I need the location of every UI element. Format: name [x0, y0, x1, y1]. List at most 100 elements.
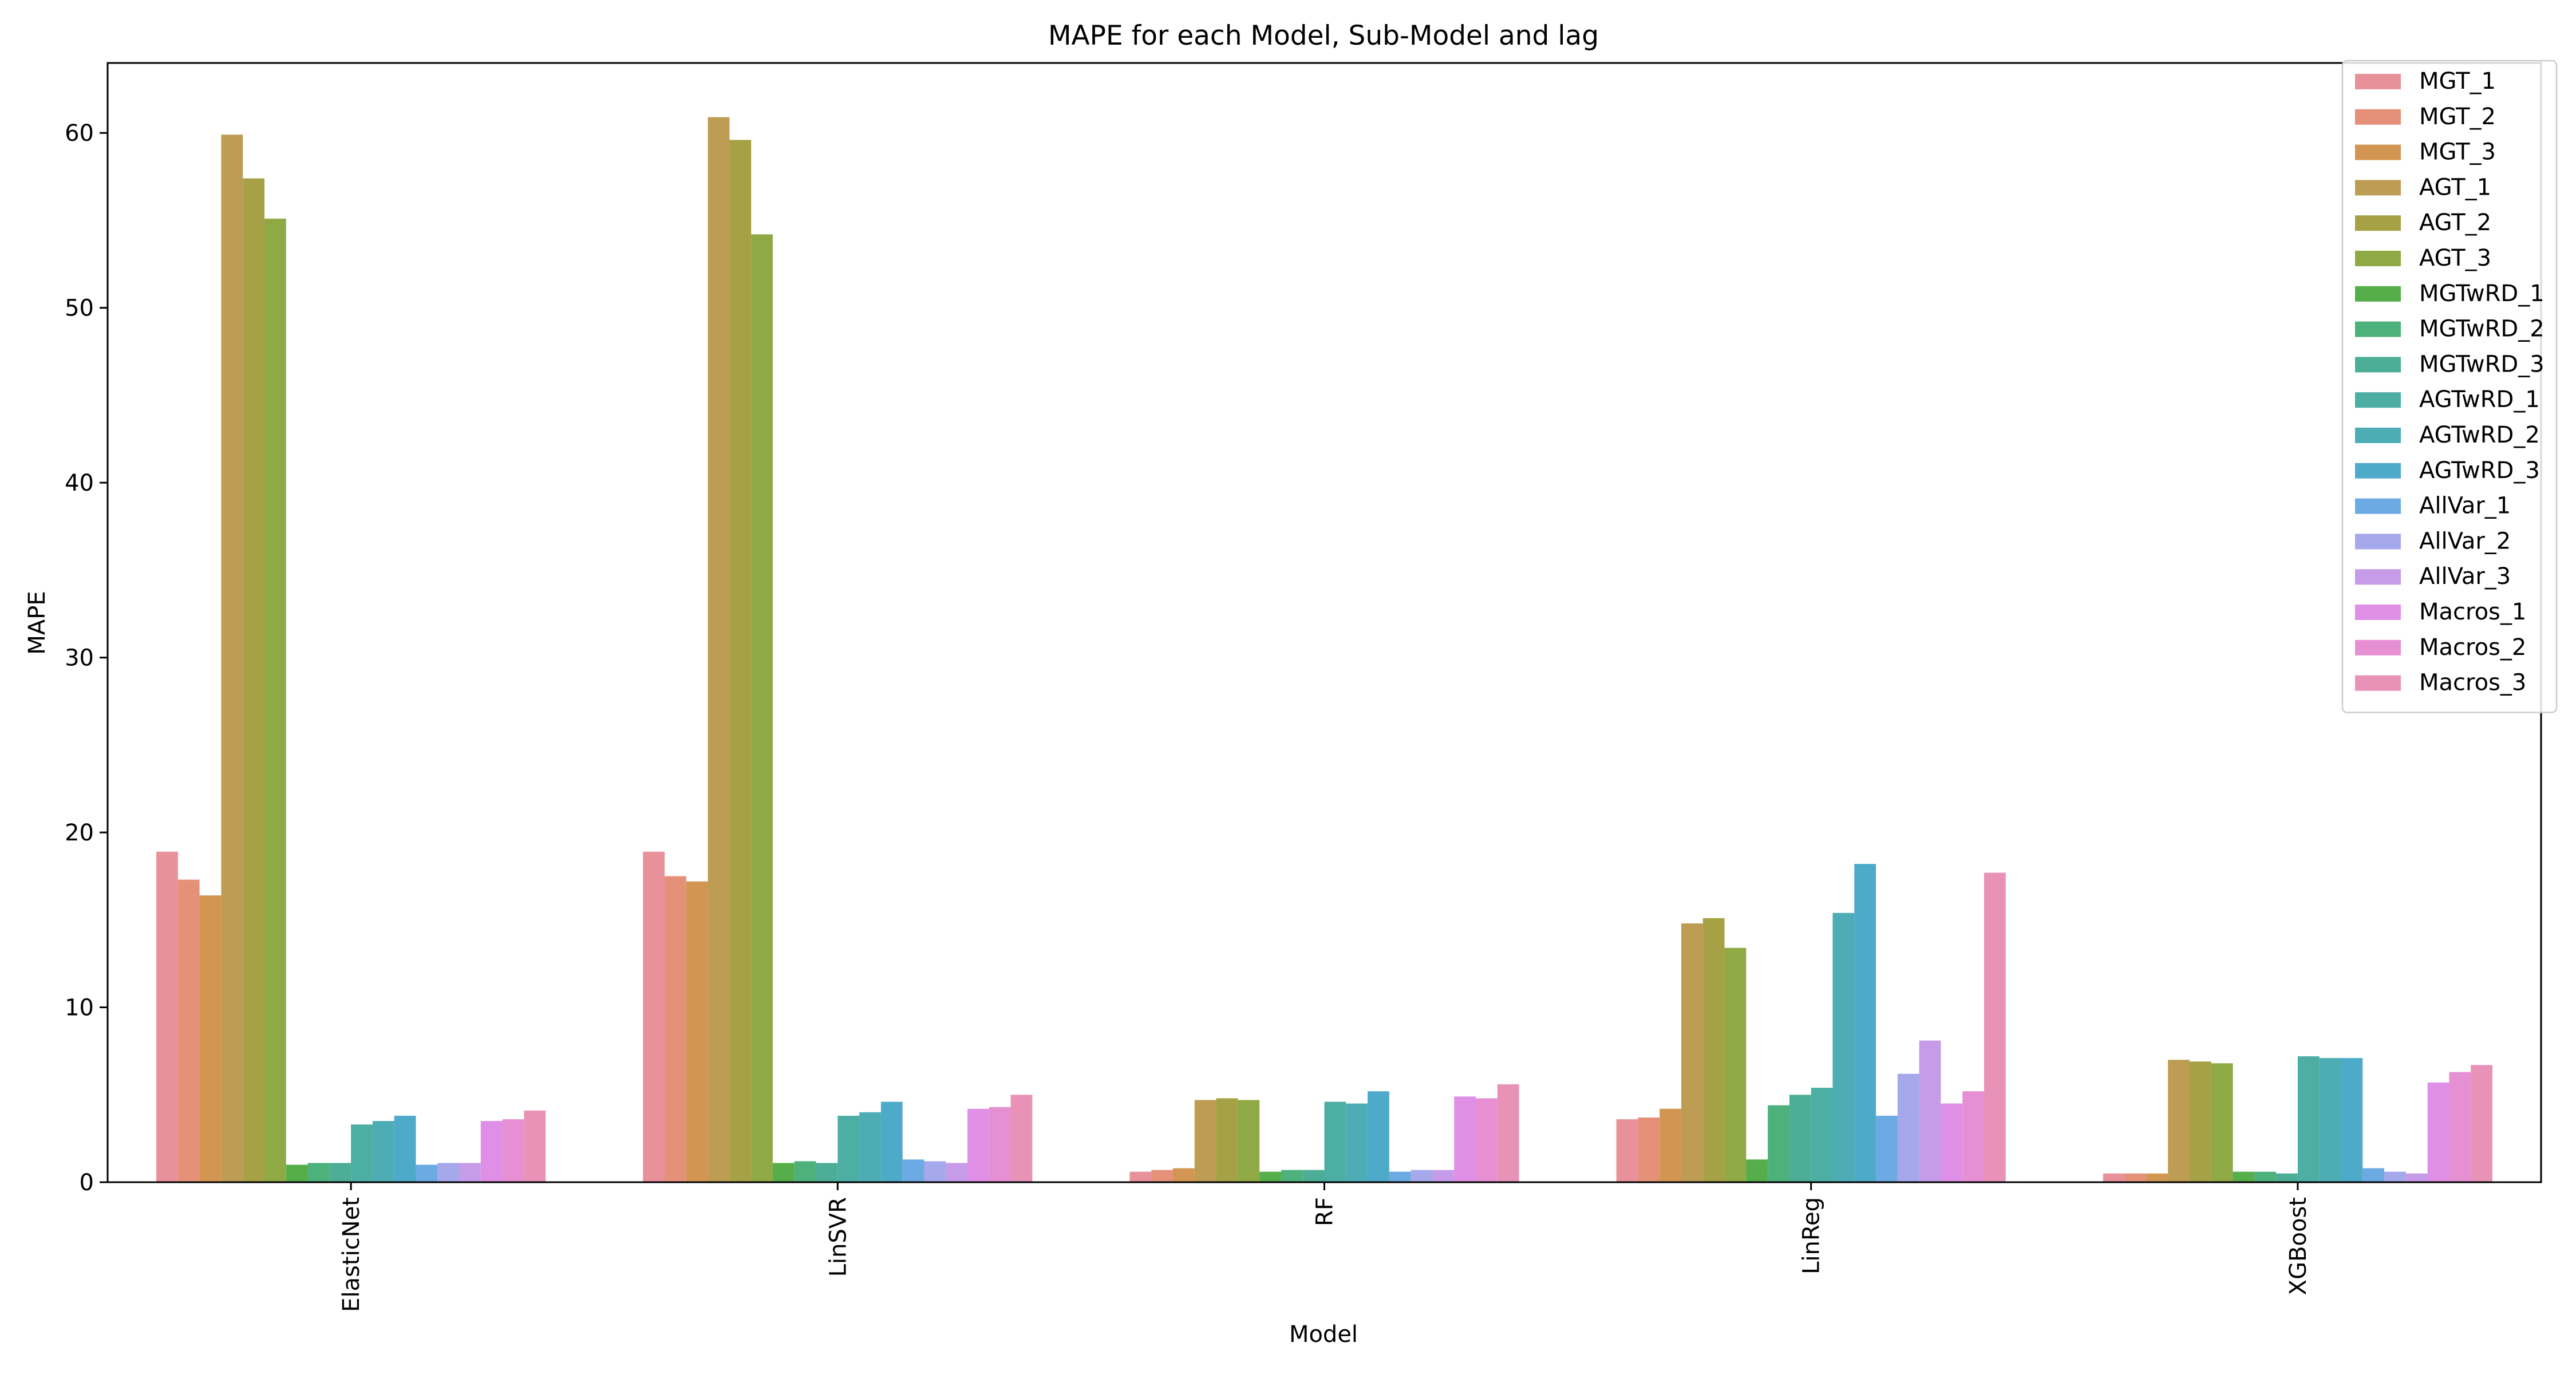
legend-label-AGTwRD_2: AGTwRD_2 — [2419, 422, 2540, 448]
legend-swatch-Macros_3 — [2355, 675, 2401, 691]
bar-XGBoost-AGTwRD_2 — [2319, 1058, 2341, 1182]
bar-LinSVR-MGT_2 — [665, 876, 686, 1182]
bar-LinSVR-AGTwRD_1 — [837, 1115, 860, 1182]
bar-LinReg-AGTwRD_3 — [1854, 864, 1876, 1182]
bar-LinReg-MGT_2 — [1638, 1117, 1660, 1182]
bar-RF-MGTwRD_2 — [1281, 1170, 1303, 1182]
bar-XGBoost-AGT_2 — [2189, 1061, 2211, 1182]
bar-XGBoost-Macros_1 — [2427, 1082, 2449, 1182]
bar-LinSVR-AGTwRD_2 — [859, 1112, 881, 1182]
bar-LinSVR-AGTwRD_3 — [880, 1101, 903, 1182]
bar-LinSVR-AllVar_1 — [902, 1159, 924, 1182]
bar-LinReg-AllVar_3 — [1919, 1040, 1941, 1182]
bar-XGBoost-MGTwRD_2 — [2254, 1171, 2277, 1182]
bar-RF-AGT_1 — [1194, 1100, 1216, 1182]
bar-LinSVR-AGT_1 — [708, 117, 730, 1183]
x-axis-label: Model — [1289, 1321, 1358, 1348]
bar-XGBoost-AGTwRD_3 — [2341, 1058, 2363, 1182]
legend: MGT_1 MGT_2 MGT_3 AGT_1 AGT_2 AGT_3 MGTwRD_1 MG… — [2341, 60, 2558, 713]
bar-LinReg-AGT_2 — [1702, 918, 1725, 1182]
bar-LinSVR-AGT_3 — [751, 234, 773, 1182]
bar-LinSVR-AllVar_2 — [924, 1161, 946, 1182]
bar-ElasticNet-MGTwRD_1 — [286, 1164, 308, 1182]
bar-ElasticNet-MGT_1 — [156, 851, 178, 1182]
bar-LinReg-AGTwRD_1 — [1811, 1088, 1833, 1182]
legend-swatch-AllVar_1 — [2355, 498, 2401, 514]
x-tick-label: XGBoost — [2285, 1197, 2312, 1295]
bar-RF-AGT_3 — [1238, 1100, 1260, 1182]
bar-LinSVR-MGT_1 — [643, 851, 665, 1182]
bar-RF-MGT_1 — [1129, 1171, 1152, 1182]
bar-ElasticNet-AllVar_3 — [459, 1163, 481, 1182]
bar-LinSVR-MGT_3 — [686, 881, 708, 1182]
legend-label-MGTwRD_2: MGTwRD_2 — [2419, 316, 2545, 342]
legend-label-MGTwRD_1: MGTwRD_1 — [2419, 281, 2545, 307]
bars-layer — [156, 117, 2492, 1183]
bar-ElasticNet-MGT_3 — [199, 895, 222, 1182]
y-axis-label: MAPE — [24, 591, 50, 654]
legend-swatch-AGTwRD_1 — [2355, 392, 2401, 408]
bar-XGBoost-AllVar_1 — [2362, 1168, 2385, 1182]
legend-label-AGT_1: AGT_1 — [2419, 174, 2491, 200]
legend-swatch-MGTwRD_2 — [2355, 321, 2401, 337]
bar-RF-AllVar_1 — [1389, 1171, 1411, 1182]
bar-LinReg-Macros_1 — [1941, 1103, 1963, 1182]
bar-ElasticNet-AllVar_2 — [437, 1163, 460, 1182]
bar-RF-MGT_3 — [1172, 1168, 1195, 1182]
bar-LinReg-MGT_1 — [1616, 1119, 1638, 1182]
bar-LinReg-AGTwRD_2 — [1832, 913, 1855, 1182]
legend-label-MGT_1: MGT_1 — [2419, 68, 2496, 94]
bar-XGBoost-MGT_3 — [2146, 1173, 2168, 1182]
legend-swatch-MGTwRD_3 — [2355, 357, 2401, 373]
bar-LinSVR-MGTwRD_2 — [794, 1161, 816, 1182]
legend-label-AGTwRD_3: AGTwRD_3 — [2419, 457, 2540, 484]
bar-RF-AGTwRD_2 — [1346, 1103, 1368, 1182]
bar-ElasticNet-MGTwRD_2 — [307, 1163, 330, 1182]
bar-ElasticNet-AGT_1 — [221, 135, 243, 1183]
legend-swatch-AGT_3 — [2355, 251, 2401, 266]
bar-ElasticNet-AGTwRD_2 — [372, 1121, 394, 1182]
bar-ElasticNet-AGT_3 — [264, 218, 286, 1182]
bar-RF-AllVar_2 — [1411, 1170, 1433, 1182]
x-axis: ElasticNet LinSVR RF LinReg XGBoost — [338, 1182, 2312, 1312]
bar-LinSVR-Macros_2 — [989, 1107, 1011, 1182]
bar-XGBoost-Macros_3 — [2471, 1065, 2492, 1182]
bar-LinReg-AGT_3 — [1724, 947, 1747, 1182]
bar-RF-AGTwRD_3 — [1368, 1091, 1389, 1182]
y-tick-label: 0 — [80, 1170, 94, 1196]
x-tick-label: LinReg — [1799, 1197, 1825, 1274]
bar-ElasticNet-AllVar_1 — [416, 1164, 438, 1182]
bar-XGBoost-MGTwRD_3 — [2276, 1173, 2298, 1182]
y-tick-label: 20 — [65, 820, 94, 846]
legend-label-AllVar_3: AllVar_3 — [2419, 563, 2511, 590]
y-tick-label: 50 — [65, 295, 94, 322]
legend-swatch-AGTwRD_2 — [2355, 428, 2401, 443]
bar-LinReg-Macros_3 — [1984, 872, 2006, 1182]
bar-XGBoost-AGT_3 — [2211, 1063, 2233, 1182]
legend-label-Macros_2: Macros_2 — [2419, 634, 2526, 661]
bar-ElasticNet-MGTwRD_3 — [329, 1163, 351, 1182]
bar-RF-AllVar_3 — [1432, 1170, 1455, 1182]
bar-ElasticNet-Macros_3 — [524, 1110, 546, 1182]
bar-XGBoost-AGTwRD_1 — [2297, 1056, 2320, 1182]
legend-label-MGT_3: MGT_3 — [2419, 139, 2496, 165]
bar-XGBoost-AllVar_2 — [2384, 1171, 2406, 1182]
bar-LinSVR-Macros_1 — [967, 1108, 989, 1182]
legend-swatch-MGTwRD_1 — [2355, 286, 2401, 302]
legend-swatch-AGT_1 — [2355, 180, 2401, 196]
bar-RF-MGTwRD_3 — [1302, 1170, 1325, 1182]
bar-LinReg-MGT_3 — [1660, 1108, 1681, 1182]
bar-LinReg-AllVar_2 — [1897, 1073, 1919, 1182]
legend-swatch-MGT_1 — [2355, 74, 2401, 89]
legend-swatch-Macros_2 — [2355, 639, 2401, 656]
legend-swatch-AGTwRD_3 — [2355, 463, 2401, 479]
y-tick-label: 30 — [65, 645, 94, 672]
legend-label-AGT_2: AGT_2 — [2419, 210, 2491, 236]
legend-label-AllVar_2: AllVar_2 — [2419, 528, 2511, 554]
bar-XGBoost-AGT_1 — [2168, 1060, 2190, 1182]
bar-LinReg-MGTwRD_3 — [1789, 1095, 1811, 1182]
legend-swatch-AllVar_3 — [2355, 569, 2401, 585]
x-tick-label: RF — [1312, 1197, 1338, 1226]
